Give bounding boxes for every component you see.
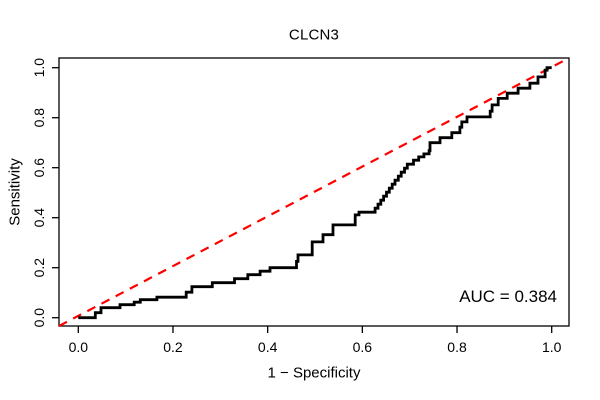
x-axis-tick-label: 0.0 [69, 339, 89, 355]
x-axis-tick-label: 0.8 [447, 339, 467, 355]
auc-value-label: AUC = 0.384 [459, 287, 557, 306]
x-axis-tick-label: 0.4 [258, 339, 278, 355]
y-axis-title: Sensitivity [6, 158, 24, 226]
plot-box [58, 57, 570, 327]
x-axis-title: 1 − Specificity [267, 364, 361, 382]
roc-curve-path [78, 66, 552, 320]
x-axis-tick-label: 1.0 [542, 339, 562, 355]
y-axis-tick-label: 0.0 [31, 308, 47, 328]
y-axis-tick-label: 0.8 [31, 108, 47, 128]
x-axis-tick-label: 0.2 [163, 339, 183, 355]
y-axis-tick-label: 0.6 [31, 158, 47, 178]
y-axis-tick-label: 0.2 [31, 258, 47, 278]
chart-title: CLCN3 [288, 26, 340, 44]
x-axis-tick-label: 0.6 [353, 339, 373, 355]
y-axis-tick-label: 1.0 [31, 58, 47, 78]
chance-diagonal-line [58, 57, 570, 327]
y-axis-tick-label: 0.4 [31, 208, 47, 228]
